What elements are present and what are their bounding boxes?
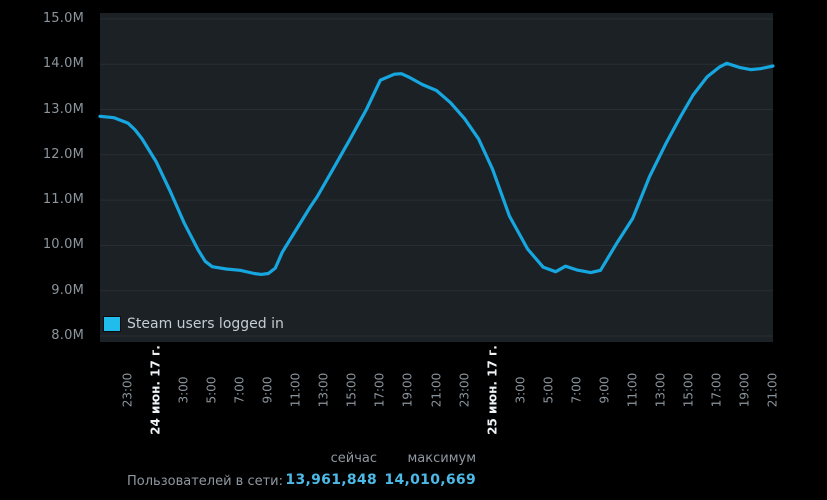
y-tick-label: 10.0M [42,237,84,253]
plot-area [100,13,773,342]
x-tick-label: 17:00 [709,372,724,408]
footer-column-now: сейчас [330,451,377,466]
y-tick-label: 8.0M [51,328,84,343]
x-tick-label: 23:00 [120,372,135,408]
x-tick-label: 19:00 [737,372,752,408]
legend-label: Steam users logged in [127,316,284,332]
x-tick-label: 23:00 [457,372,472,408]
x-tick-label: 11:00 [625,372,640,408]
x-tick-date-label: 24 июн. 17 г. [148,345,163,435]
x-tick-label: 17:00 [372,372,387,408]
x-tick-label: 3:00 [176,376,191,404]
legend-color-swatch [103,316,121,332]
x-tick-label: 11:00 [288,372,303,408]
x-tick-label: 19:00 [400,372,415,408]
x-tick-label: 5:00 [541,376,556,404]
x-tick-label: 5:00 [204,376,219,404]
x-tick-label: 3:00 [513,376,528,404]
footer-column-max: максимум [407,451,476,466]
x-tick-label: 13:00 [316,372,331,408]
x-tick-label: 13:00 [653,372,668,408]
x-tick-label: 21:00 [429,372,444,408]
steam-users-line [98,61,775,276]
x-tick-label: 7:00 [569,376,584,404]
x-tick-label: 21:00 [765,372,780,408]
x-tick-label: 15:00 [344,372,359,408]
y-tick-label: 14.0M [42,56,84,72]
max-users-value: 14,010,669 [384,472,476,488]
y-tick-label: 13.0M [42,101,84,117]
y-tick-label: 11.0M [42,192,84,208]
x-tick-label: 9:00 [260,376,275,404]
legend: Steam users logged in [103,316,284,332]
x-tick-label: 15:00 [681,372,696,408]
x-tick-label: 7:00 [232,376,247,404]
y-tick-label: 15.0M [42,10,84,26]
x-tick-label: 9:00 [597,376,612,404]
current-users-value: 13,961,848 [285,472,377,488]
footer-row-label: Пользователей в сети: [127,474,283,489]
y-tick-label: 9.0M [51,282,84,298]
y-tick-label: 12.0M [42,146,84,162]
x-tick-date-label: 25 июн. 17 г. [485,345,500,435]
